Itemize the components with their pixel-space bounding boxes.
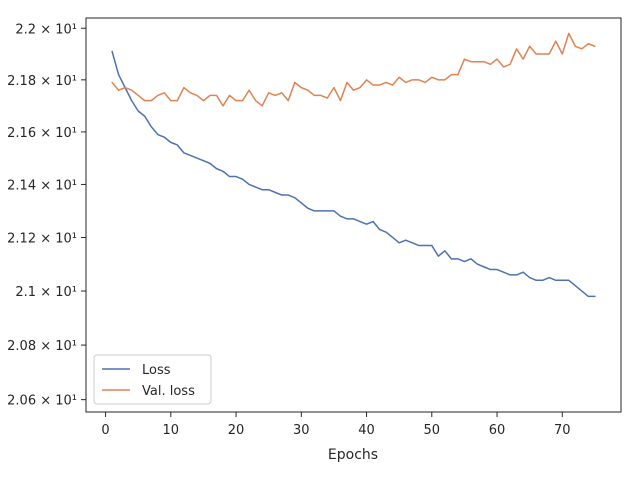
plot-area (111, 32, 596, 298)
x-tick-label: 10 (163, 423, 180, 438)
x-axis-label: Epochs (328, 447, 378, 463)
x-tick-label: 50 (424, 423, 441, 438)
legend-box (93, 354, 212, 405)
y-tick-label: 2.1 × 10¹ (15, 285, 77, 300)
y-tick-label: 2.06 × 10¹ (7, 394, 77, 409)
legend-label: Val. loss (142, 384, 195, 399)
legend-label: Loss (142, 363, 171, 378)
x-tick-label: 20 (228, 423, 245, 438)
series-line-val-loss (111, 32, 596, 107)
y-tick-label: 2.08 × 10¹ (7, 339, 77, 354)
x-tick-label: 40 (358, 423, 375, 438)
y-axis: 2.06 × 10¹ 2.08 × 10¹ 2.1 × 10¹ 2.12 × 10¹ 2… (7, 22, 86, 409)
x-tick-label: 70 (554, 423, 571, 438)
legend: Loss Val. loss (93, 354, 212, 405)
y-tick-label: 2.2 × 10¹ (15, 22, 77, 37)
axes-frame (85, 17, 622, 413)
x-tick-label: 60 (489, 423, 506, 438)
y-tick-label: 2.16 × 10¹ (7, 126, 77, 141)
x-tick-label: 30 (293, 423, 310, 438)
x-tick-label: 0 (101, 423, 109, 438)
x-axis: 0 10 20 30 40 50 60 70 (101, 412, 571, 438)
y-tick-label: 2.12 × 10¹ (7, 231, 77, 246)
y-tick-label: 2.14 × 10¹ (7, 178, 77, 193)
y-tick-label: 2.18 × 10¹ (7, 74, 77, 89)
series-line-loss (111, 50, 596, 298)
